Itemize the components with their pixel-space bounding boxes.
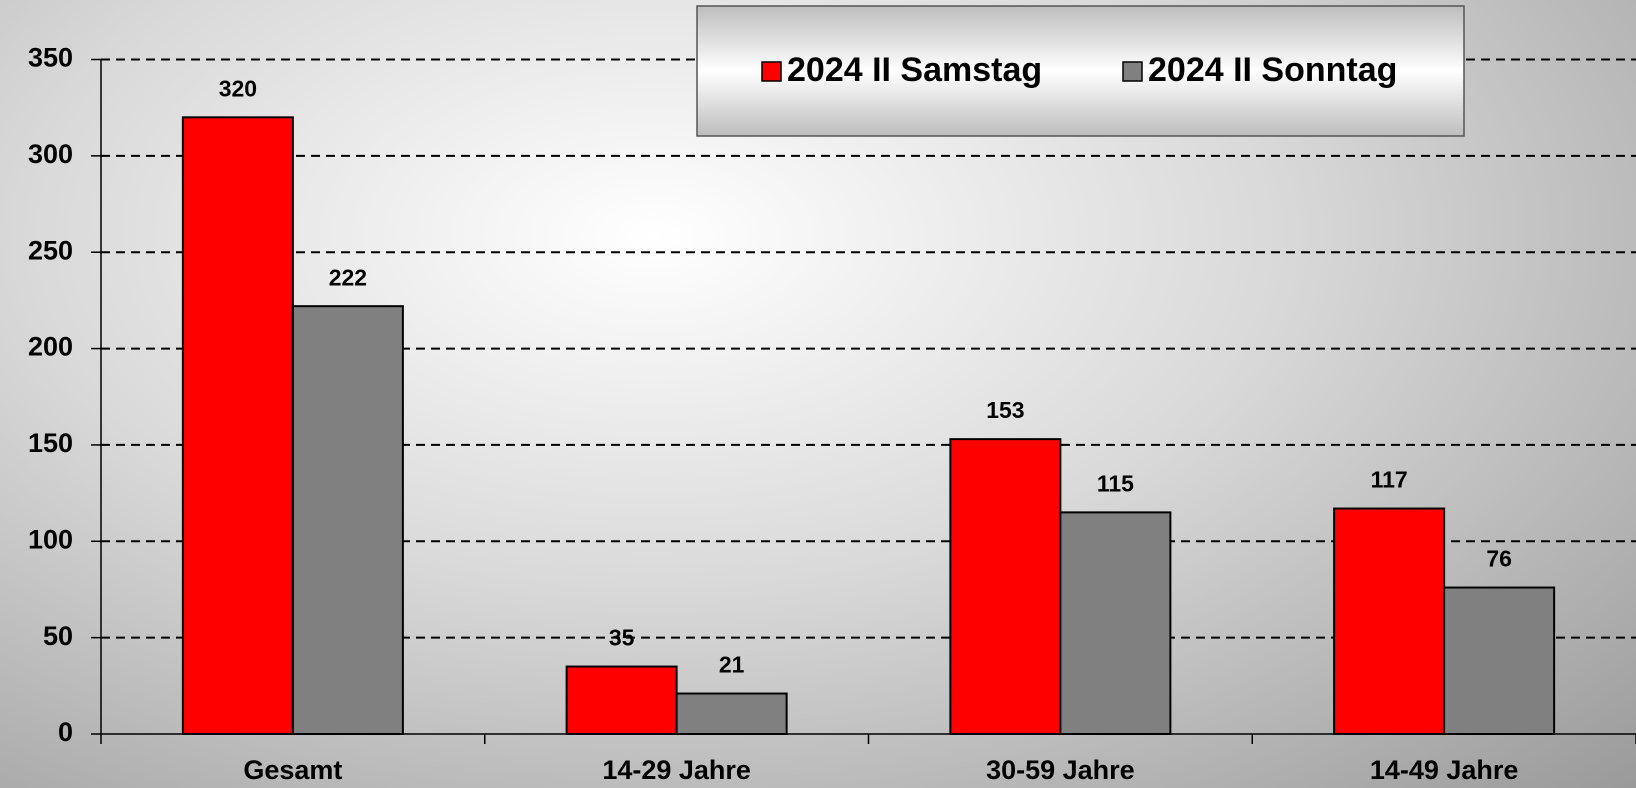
y-tick-label: 100	[28, 524, 73, 554]
bar	[675, 692, 788, 736]
legend: 2024 II Samstag 2024 II Sonntag	[696, 5, 1465, 137]
y-tick-label: 150	[28, 428, 73, 458]
x-tick-label: Gesamt	[243, 755, 342, 785]
bar	[1443, 586, 1556, 736]
axes: 0 50 100 150 200 250 300 350 Gesamt 14-29 Jahre 30…	[28, 43, 1636, 785]
legend-label: 2024 II Sonntag	[1148, 51, 1397, 89]
y-tick-label: 300	[28, 139, 73, 169]
value-label: 21	[719, 652, 745, 678]
x-tick-label: 14-29 Jahre	[602, 755, 751, 785]
x-tick-label: 30-59 Jahre	[986, 755, 1135, 785]
value-label: 76	[1486, 546, 1512, 572]
bar	[291, 305, 404, 735]
legend-swatch	[761, 61, 782, 82]
legend-box	[696, 5, 1465, 137]
value-label: 117	[1371, 467, 1408, 493]
value-label: 115	[1097, 470, 1134, 496]
x-tick-label: 14-49 Jahre	[1370, 755, 1519, 785]
legend-swatch	[1122, 61, 1143, 82]
bar	[181, 116, 294, 736]
value-label: 153	[986, 397, 1024, 423]
bar	[1059, 511, 1172, 736]
legend-label: 2024 II Samstag	[787, 51, 1042, 89]
bar	[1333, 507, 1446, 735]
value-label: 320	[219, 75, 257, 101]
value-label: 222	[329, 264, 367, 290]
value-label: 35	[609, 625, 635, 651]
y-tick-label: 0	[58, 717, 73, 747]
y-tick-label: 350	[28, 43, 73, 73]
bars: 320 222 35 21 153 115 117 76	[181, 75, 1556, 736]
bar	[565, 665, 678, 735]
bar	[949, 438, 1062, 735]
y-tick-label: 250	[28, 235, 73, 265]
y-tick-label: 200	[28, 332, 73, 362]
y-tick-label: 50	[43, 621, 73, 651]
